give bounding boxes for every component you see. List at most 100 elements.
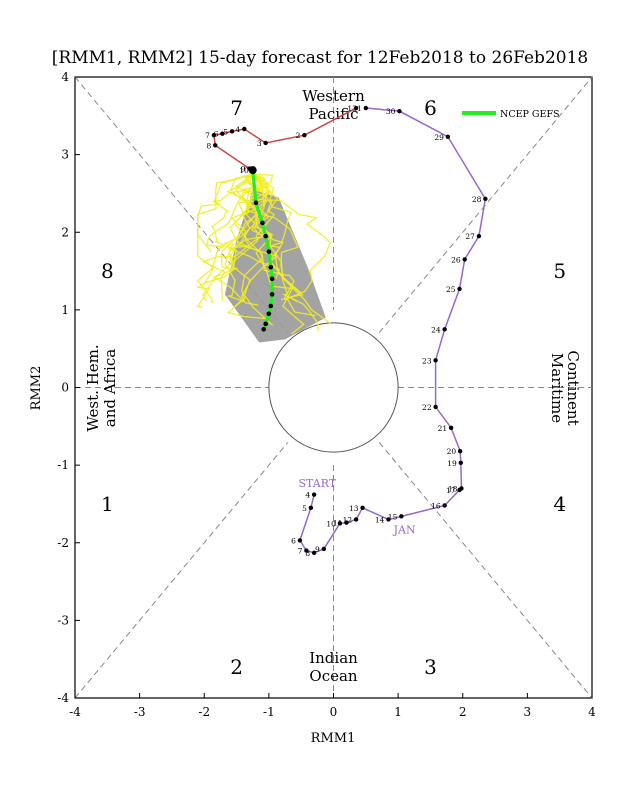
track-point-label: 26 — [451, 255, 461, 264]
x-tick-label: -3 — [134, 705, 146, 719]
forecast-point — [260, 220, 265, 226]
track-point — [211, 133, 217, 138]
y-tick-label: 2 — [61, 225, 69, 239]
region-label-top: Pacific — [309, 105, 359, 123]
track-point — [344, 520, 349, 525]
track-point — [311, 492, 317, 497]
divider-line — [378, 442, 593, 699]
y-tick-label: 0 — [61, 381, 69, 395]
phase-label: 6 — [424, 96, 437, 120]
forecast-point — [269, 292, 275, 297]
track-point-label: 2 — [296, 131, 301, 140]
track-point-label: 10 — [326, 519, 336, 528]
track-point — [311, 550, 317, 556]
phase-label: 7 — [230, 96, 243, 120]
divider-line — [74, 442, 289, 699]
track-point — [457, 286, 462, 292]
legend-label: NCEP GEFS — [500, 109, 560, 120]
track-point — [308, 505, 314, 511]
ensemble-member-track — [229, 173, 274, 326]
ensemble-member-track — [252, 173, 332, 301]
region-label-bottom: Ocean — [309, 667, 358, 685]
x-axis-label: RMM1 — [311, 731, 356, 746]
x-tick-label: -2 — [198, 705, 210, 719]
x-tick-label: -4 — [69, 705, 81, 719]
unit-circle — [268, 322, 399, 453]
y-tick-label: -3 — [57, 613, 69, 627]
track-point-label: 29 — [434, 133, 444, 142]
track-point — [433, 404, 438, 410]
track-point-label: 21 — [438, 424, 448, 433]
phase-label: 8 — [101, 259, 114, 283]
track-point — [242, 126, 247, 132]
forecast-point — [253, 200, 259, 206]
ensemble-member-track — [197, 173, 274, 253]
phase-label: 5 — [553, 259, 566, 283]
phase-label: 4 — [553, 492, 566, 516]
track-point — [462, 257, 467, 262]
divider-line — [74, 76, 289, 333]
track-point-label: 24 — [431, 325, 441, 334]
track-point — [457, 448, 463, 454]
forecast-point — [268, 264, 274, 270]
forecast-point — [266, 311, 272, 317]
track-annotation: START — [299, 477, 337, 490]
track-point-label: 12 — [343, 515, 353, 524]
region-label-left: West. Hem. — [84, 344, 102, 431]
observed-track-line — [213, 107, 357, 171]
track-point-label: 5 — [302, 504, 307, 513]
y-tick-label: -2 — [57, 536, 69, 550]
track-point-label: 20 — [447, 447, 457, 456]
ensemble-member-track — [224, 173, 257, 303]
y-axis: -4 -3 -2 -1 0 1 2 3 4 — [57, 70, 80, 705]
track-point-label: 28 — [472, 195, 482, 204]
y-tick-label: 3 — [61, 148, 69, 162]
track-point-label: 6 — [214, 130, 219, 139]
track-point — [213, 143, 218, 148]
x-tick-label: 3 — [524, 705, 532, 719]
track-point — [459, 486, 464, 491]
track-point-label: 4 — [305, 491, 310, 500]
track-point — [263, 140, 268, 146]
x-tick-label: 4 — [588, 705, 596, 719]
ensemble-member-track — [252, 174, 305, 335]
track-point — [397, 108, 402, 114]
track-point — [442, 327, 447, 332]
track-point — [386, 517, 391, 522]
track-point-label: 4 — [236, 125, 241, 134]
track-point-label: 19 — [447, 459, 457, 468]
track-point-label: 27 — [465, 232, 475, 241]
ensemble-member-track — [225, 173, 304, 303]
track-point — [445, 134, 451, 139]
track-point-label: 15 — [388, 512, 398, 521]
ensemble-member-track — [241, 173, 302, 294]
track-point — [433, 358, 438, 363]
track-point-label: 17 — [446, 486, 456, 495]
track-point-label: 25 — [446, 285, 456, 294]
forecast-point — [248, 166, 257, 175]
track-point — [399, 514, 404, 519]
track-point-label: 14 — [375, 515, 385, 524]
track-point — [458, 460, 464, 465]
track-point-label: 7 — [298, 547, 303, 556]
track-point — [476, 233, 482, 239]
y-tick-label: 1 — [61, 303, 69, 317]
region-label-right: Continent — [564, 350, 582, 425]
track-point — [297, 538, 303, 543]
track-point-label: 10 — [239, 166, 249, 175]
track-point-label: 1 — [347, 104, 352, 113]
track-point — [353, 105, 359, 111]
x-tick-label: 2 — [459, 705, 467, 719]
track-point-label: 22 — [422, 403, 432, 412]
track-point-label: 5 — [223, 127, 228, 136]
track-point — [304, 548, 309, 553]
track-point-label: 13 — [349, 504, 359, 513]
track-point — [363, 105, 369, 111]
legend: NCEP GEFS — [462, 109, 560, 120]
track-point — [337, 521, 343, 526]
track-point — [442, 503, 447, 508]
